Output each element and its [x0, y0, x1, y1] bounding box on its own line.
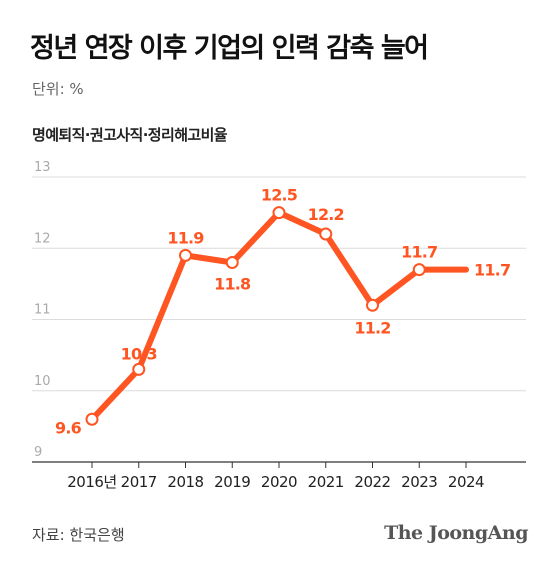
y-tick-label: 9 — [34, 445, 42, 460]
brand-logo: The JoongAng — [384, 522, 528, 544]
x-tick-label: 2021 — [308, 473, 344, 491]
data-label: 10.3 — [121, 344, 157, 363]
data-point — [319, 227, 333, 241]
y-tick-label: 12 — [34, 231, 51, 246]
x-tick-label: 2020 — [261, 473, 297, 491]
unit-label: 단위: % — [32, 80, 84, 98]
data-label: 11.2 — [354, 318, 390, 337]
data-point — [366, 298, 379, 312]
chart-title: 정년 연장 이후 기업의 인력 감축 늘어 — [30, 33, 429, 64]
data-point — [272, 206, 286, 220]
y-tick-label: 13 — [34, 160, 51, 175]
x-tick-label: 2023 — [401, 473, 437, 491]
y-tick-label: 10 — [34, 374, 51, 389]
x-tick-label: 2017 — [121, 473, 157, 491]
x-tick-label: 2024 — [448, 473, 484, 491]
data-label: 11.8 — [214, 275, 251, 294]
data-point — [412, 263, 426, 277]
data-point — [179, 248, 192, 262]
data-point — [132, 362, 146, 376]
data-label: 9.6 — [55, 418, 82, 437]
data-label: 12.2 — [308, 205, 344, 224]
data-label: 12.5 — [261, 186, 298, 205]
data-point — [85, 412, 99, 426]
x-tick-label: 2019 — [214, 473, 250, 491]
x-tick-label: 2022 — [354, 473, 390, 491]
source-note: 자료: 한국은행 — [32, 526, 125, 544]
data-label: 11.7 — [474, 261, 510, 280]
data-label: 11.7 — [401, 243, 437, 262]
y-tick-label: 11 — [34, 303, 51, 318]
data-point — [225, 256, 239, 269]
x-tick-label: 2018 — [167, 473, 203, 491]
x-tick-label: 2016년 — [67, 473, 116, 491]
series-label: 명예퇴직·권고사직·정리해고비율 — [32, 126, 228, 144]
data-label: 11.9 — [167, 228, 204, 247]
